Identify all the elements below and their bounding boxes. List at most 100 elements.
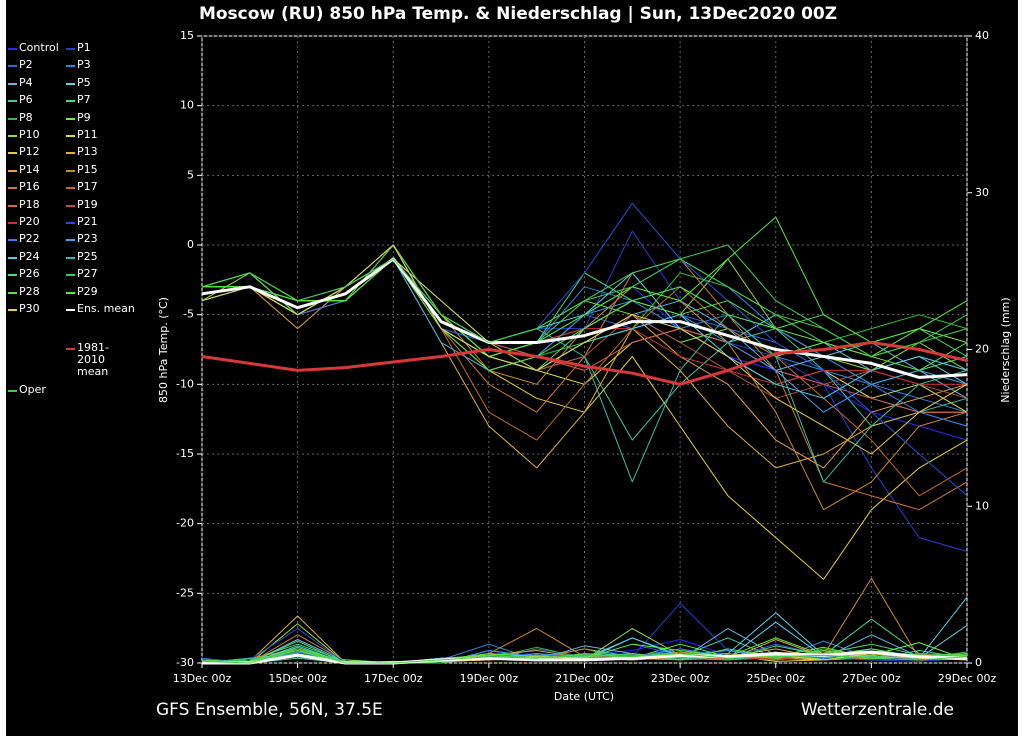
legend-swatch — [66, 256, 75, 259]
legend-label: P24 — [19, 249, 40, 263]
legend-item: P18 — [8, 197, 40, 211]
x-tick-label: 27Dec 00z — [842, 672, 901, 685]
legend-label: P9 — [77, 110, 91, 124]
legend-swatch — [8, 204, 17, 207]
x-tick-label: 17Dec 00z — [364, 672, 423, 685]
legend-label: 1981-2010 mean — [77, 341, 109, 378]
temp-line — [201, 341, 968, 386]
legend-item: P21 — [66, 216, 98, 228]
legend-label: Ens. mean — [77, 302, 135, 315]
legend-label: P17 — [77, 180, 98, 194]
legend-swatch — [66, 48, 75, 50]
legend-label: P22 — [19, 232, 40, 246]
x-tick-label: 29Dec 00z — [938, 672, 997, 685]
legend-item: P20 — [8, 216, 40, 228]
legend-item: P1 — [66, 42, 91, 54]
legend-swatch — [8, 135, 17, 137]
chart: Moscow (RU) 850 hPa Temp. & Niederschlag… — [156, 4, 1012, 720]
legend-swatch — [8, 65, 17, 68]
legend-label: P14 — [19, 162, 40, 176]
temp-line — [201, 244, 968, 455]
legend-item: P26 — [8, 268, 40, 280]
temp-line — [201, 258, 968, 357]
legend-swatch — [8, 48, 17, 50]
legend-label: P30 — [19, 302, 40, 315]
temp-line — [201, 257, 968, 379]
legend-label: P21 — [77, 215, 98, 228]
legend-label: P26 — [19, 267, 40, 281]
legend-label: P10 — [19, 128, 40, 141]
y-tick-label: -15 — [176, 447, 194, 460]
y2-tick-label: 30 — [975, 186, 989, 199]
legend-swatch — [8, 222, 17, 224]
x-tick-label: 13Dec 00z — [173, 672, 232, 685]
legend-swatch — [8, 239, 17, 242]
legend-label: Control — [19, 41, 59, 54]
legend-swatch — [66, 135, 75, 137]
legend-label: P1 — [77, 41, 91, 54]
source: Wetterzentrale.de — [801, 700, 954, 720]
legend-label: P18 — [19, 197, 40, 211]
y-tick-label: -10 — [176, 377, 194, 390]
y2-axis-label: Niederschlag (mm) — [999, 297, 1012, 402]
legend-label: P16 — [19, 180, 40, 194]
legend-label: P25 — [77, 249, 98, 263]
y-tick-label: -25 — [176, 586, 194, 599]
legend-swatch — [8, 309, 17, 311]
legend-swatch — [66, 291, 75, 294]
y-tick-label: 10 — [180, 99, 194, 112]
legend-item: P7 — [66, 94, 91, 106]
legend-item: P5 — [66, 76, 91, 89]
legend-swatch — [8, 291, 17, 294]
legend-label: P15 — [77, 162, 98, 176]
legend-item: P16 — [8, 181, 40, 193]
precip-line — [202, 650, 968, 665]
y2-tick-label: 10 — [975, 499, 989, 512]
legend-item: P3 — [66, 59, 91, 71]
y2-tick-label: 40 — [975, 29, 989, 42]
subtitle: GFS Ensemble, 56N, 37.5E — [156, 700, 383, 720]
x-tick-label: 19Dec 00z — [460, 672, 519, 685]
chart-frame: Moscow (RU) 850 hPa Temp. & Niederschlag… — [6, 0, 1018, 736]
legend-item: P11 — [66, 129, 98, 141]
legend-item: P15 — [66, 162, 98, 176]
legend-label: P27 — [77, 267, 98, 281]
precip-line — [201, 634, 968, 664]
legend-label: P19 — [77, 197, 98, 211]
plot-frame — [201, 35, 968, 664]
legend-item: P25 — [66, 249, 98, 263]
legend-item: P29 — [66, 284, 98, 298]
legend-item: P24 — [8, 249, 40, 263]
legend-swatch — [8, 169, 17, 172]
y2-tick-label: 0 — [975, 656, 982, 669]
legend-swatch — [66, 204, 75, 207]
legend-swatch — [66, 348, 75, 350]
legend-label: P29 — [77, 284, 98, 298]
legend-swatch — [66, 309, 75, 311]
legend-swatch — [66, 274, 75, 277]
legend-item: P10 — [8, 129, 40, 141]
y-tick-label: -20 — [176, 517, 194, 530]
legend-swatch — [66, 82, 75, 85]
precip-line — [201, 640, 968, 664]
legend-swatch — [8, 256, 17, 259]
legend-label: P8 — [19, 110, 33, 124]
legend-item: P23 — [66, 233, 98, 245]
legend-swatch — [8, 390, 17, 392]
legend-label: P6 — [19, 93, 33, 107]
legend-item: Ens. mean — [66, 303, 135, 315]
legend-item: 1981-2010 mean — [66, 342, 128, 378]
chart-title: Moscow (RU) 850 hPa Temp. & Niederschlag… — [199, 4, 837, 24]
legend-label: P3 — [77, 58, 91, 72]
legend-swatch — [66, 222, 75, 224]
legend-item: P13 — [66, 146, 98, 158]
legend-item: P9 — [66, 110, 91, 124]
legend-label: P2 — [19, 58, 33, 72]
x-tick-label: 23Dec 00z — [651, 672, 710, 685]
legend-item: P22 — [8, 233, 40, 245]
x-tick-label: 15Dec 00z — [268, 672, 327, 685]
legend-label: P4 — [19, 75, 33, 89]
legend-swatch — [8, 187, 17, 190]
legend-swatch — [8, 100, 17, 103]
legend-item: P8 — [8, 110, 33, 124]
